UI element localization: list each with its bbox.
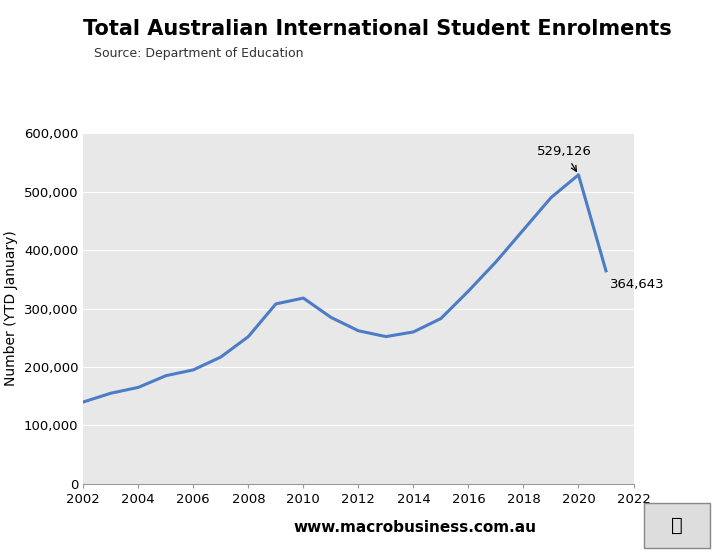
Text: Total Australian International Student Enrolments: Total Australian International Student E… (83, 19, 672, 39)
Text: MACRO: MACRO (585, 21, 671, 41)
Text: 529,126: 529,126 (537, 146, 592, 171)
Text: 🐺: 🐺 (671, 516, 683, 535)
Text: Source: Department of Education: Source: Department of Education (94, 47, 303, 60)
Text: BUSINESS: BUSINESS (570, 53, 686, 73)
Text: 364,643: 364,643 (610, 278, 665, 291)
Y-axis label: Number (YTD January): Number (YTD January) (4, 231, 18, 386)
Text: www.macrobusiness.com.au: www.macrobusiness.com.au (293, 520, 536, 535)
